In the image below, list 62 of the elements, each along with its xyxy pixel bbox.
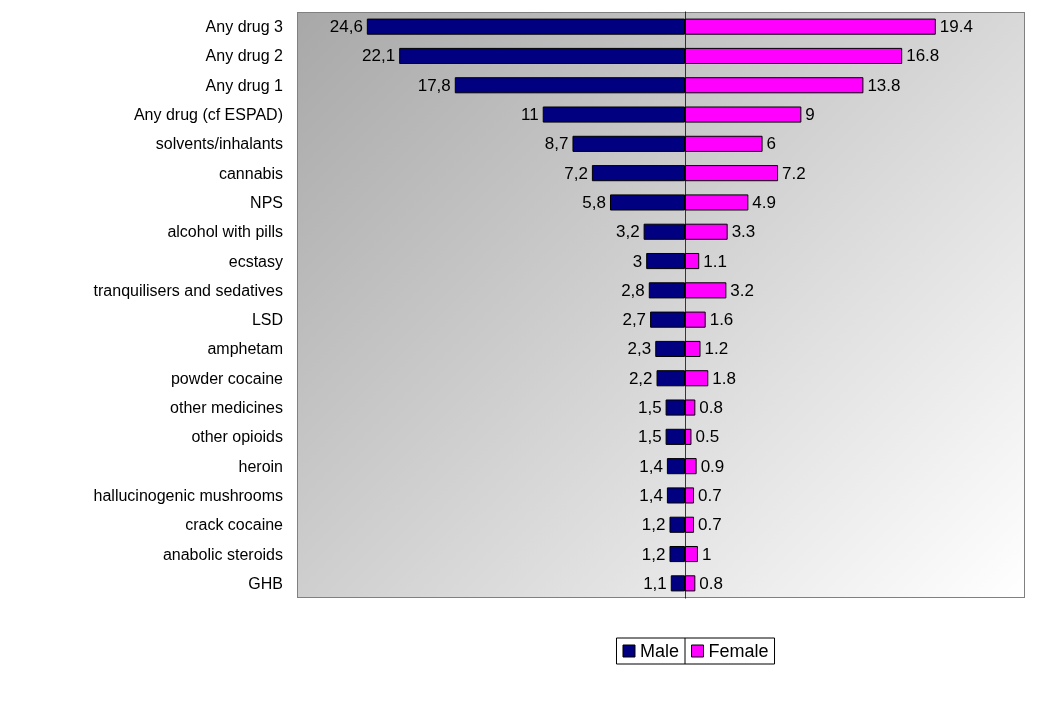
data-label: 16.8 (906, 46, 940, 66)
data-label: 2,3 (627, 339, 652, 359)
data-label: 17,8 (417, 75, 451, 95)
data-label: 3.2 (730, 280, 755, 300)
data-label: 7,2 (564, 163, 588, 183)
data-label: 1,5 (637, 398, 662, 418)
y-tick-label: tranquilisers and sedatives (93, 281, 283, 299)
data-label: 0.8 (699, 398, 723, 418)
data-label: 24,6 (329, 17, 363, 37)
data-label: 0.9 (700, 456, 725, 476)
data-label: 11 (521, 105, 539, 125)
data-label: 7.2 (782, 163, 806, 183)
data-label: 1,2 (641, 544, 666, 564)
y-tick-label: NPS (250, 193, 283, 211)
y-tick-label: Any drug 2 (205, 47, 284, 65)
y-tick-label: other medicines (170, 399, 283, 417)
y-tick-label: amphetam (207, 340, 283, 358)
data-label: 1,5 (637, 427, 662, 447)
legend-label: Female (708, 641, 769, 661)
data-label: 1 (701, 544, 712, 564)
data-label: 3.3 (731, 222, 756, 242)
y-tick-label: hallucinogenic mushrooms (93, 486, 283, 504)
data-label: 1,4 (639, 456, 663, 476)
y-tick-label: other opioids (191, 428, 283, 446)
data-label: 1.8 (712, 368, 736, 388)
data-label: 3 (632, 251, 643, 271)
data-label: 1,4 (639, 485, 663, 505)
y-tick-label: solvents/inhalants (155, 135, 283, 153)
data-label: 0.5 (695, 427, 720, 447)
data-label: 0.7 (698, 485, 722, 505)
y-tick-label: Any drug 1 (205, 76, 284, 94)
data-label: 1.1 (703, 251, 727, 271)
y-tick-label: Any drug (cf ESPAD) (133, 106, 283, 124)
y-tick-label: ecstasy (228, 252, 283, 270)
data-label: 6 (766, 134, 777, 154)
y-tick-label: alcohol with pills (167, 223, 283, 241)
data-label: 8,7 (544, 134, 569, 154)
data-label: 0.7 (698, 515, 722, 535)
data-label: 5,8 (582, 192, 606, 212)
y-tick-label: powder cocaine (170, 369, 284, 387)
y-tick-label: heroin (238, 457, 283, 475)
data-label: 3,2 (615, 222, 640, 242)
y-tick-label: crack cocaine (185, 516, 284, 534)
data-label: 9 (805, 105, 815, 125)
y-tick-label: cannabis (218, 164, 283, 182)
data-label: 13.8 (867, 75, 901, 95)
y-tick-label: LSD (251, 311, 283, 329)
data-label: 19.4 (939, 17, 973, 37)
data-label: 4.9 (752, 192, 776, 212)
legend-label: Male (639, 641, 679, 661)
data-label: 1.6 (709, 310, 734, 330)
data-label: 0.8 (699, 573, 723, 593)
data-label: 2,8 (621, 280, 645, 300)
y-tick-label: Any drug 3 (205, 18, 284, 36)
data-label: 2,7 (622, 310, 647, 330)
data-label: 1,1 (643, 573, 667, 593)
data-label: 2,2 (628, 368, 653, 388)
data-label: 22,1 (362, 46, 396, 66)
y-tick-label: GHB (248, 574, 283, 592)
data-label: 1,2 (641, 515, 666, 535)
data-label: 1.2 (704, 339, 729, 359)
y-tick-label: anabolic steroids (162, 545, 283, 563)
